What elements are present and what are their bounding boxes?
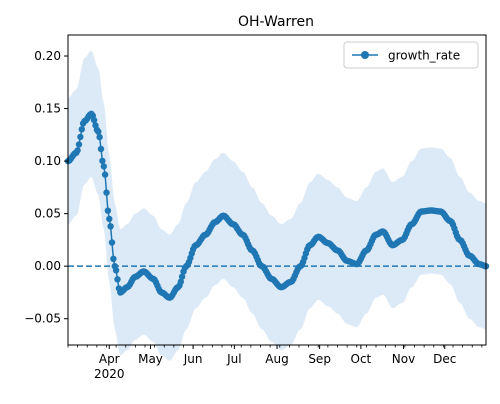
y-tick-label: 0.10 bbox=[34, 154, 61, 168]
x-tick-label: May bbox=[138, 352, 163, 366]
data-point bbox=[96, 133, 103, 141]
x-tick-label: Dec bbox=[433, 352, 456, 366]
x-tick-label: Jun bbox=[183, 352, 203, 366]
data-point bbox=[107, 223, 114, 230]
data-point bbox=[77, 133, 84, 141]
growth-rate-markers bbox=[64, 110, 490, 301]
y-tick-label: 0.05 bbox=[34, 207, 61, 221]
data-point bbox=[95, 128, 102, 135]
chart-title: OH-Warren bbox=[238, 14, 314, 30]
data-point bbox=[99, 157, 106, 165]
x-tick-label: Oct bbox=[351, 352, 372, 366]
y-tick-label: 0.00 bbox=[34, 259, 61, 273]
data-point bbox=[104, 207, 112, 214]
y-tick-label: 0.20 bbox=[34, 49, 61, 63]
y-tick-label: −0.05 bbox=[24, 312, 61, 326]
data-point bbox=[112, 267, 120, 274]
data-point bbox=[106, 215, 113, 223]
data-point bbox=[78, 126, 86, 133]
data-point bbox=[110, 255, 117, 262]
data-point bbox=[108, 239, 116, 246]
y-tick-label: 0.15 bbox=[34, 102, 61, 116]
x-tick-sublabel: 2020 bbox=[94, 367, 125, 381]
data-point bbox=[178, 273, 186, 280]
x-tick-label: Jul bbox=[226, 352, 241, 366]
x-tick-label: Nov bbox=[392, 352, 415, 366]
data-point bbox=[101, 171, 109, 178]
data-point bbox=[114, 276, 121, 283]
confidence-band bbox=[68, 50, 486, 361]
legend-marker bbox=[361, 51, 369, 59]
x-tick-label: Aug bbox=[265, 352, 288, 366]
data-point bbox=[90, 116, 98, 124]
data-point bbox=[97, 145, 105, 153]
x-tick-label: Apr bbox=[99, 352, 120, 366]
data-point bbox=[177, 278, 184, 285]
legend-label: growth_rate bbox=[388, 49, 460, 63]
x-tick-label: Sep bbox=[308, 352, 331, 366]
data-point bbox=[103, 189, 110, 196]
data-point bbox=[100, 163, 108, 170]
legend-box bbox=[343, 41, 479, 69]
data-point bbox=[75, 141, 83, 148]
data-point bbox=[74, 147, 81, 154]
legend: growth_rate bbox=[343, 41, 479, 69]
